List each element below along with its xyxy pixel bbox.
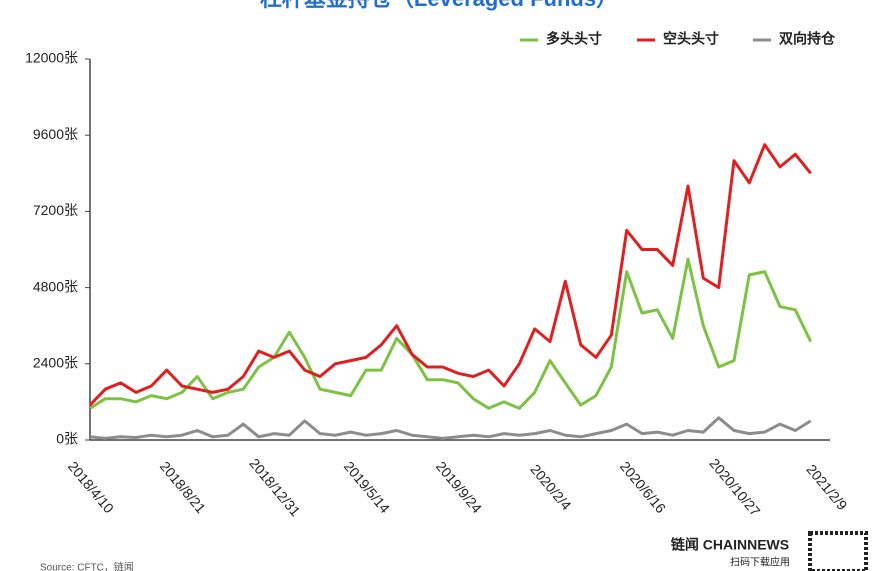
- y-tick-label: 12000张: [25, 50, 78, 66]
- x-tick-label: 2019/9/24: [433, 458, 485, 516]
- series-line: [89, 416, 812, 440]
- x-tick-label: 2020/10/27: [706, 455, 763, 519]
- source: Source: CFTC，链闻: [40, 561, 134, 571]
- qr-code: [808, 531, 868, 571]
- x-tick-label: 2018/8/21: [157, 458, 209, 516]
- series-line: [89, 257, 813, 410]
- y-tick-label: 0张: [56, 431, 78, 447]
- x-tick-label: 2018/12/31: [246, 455, 303, 519]
- legend-label: 双向持仓: [779, 31, 836, 47]
- y-tick-label: 2400张: [33, 355, 78, 371]
- legend-label: 多头头寸: [546, 31, 602, 47]
- chart-title: 杠杆基金持仓（Leveraged Funds）: [260, 0, 618, 11]
- x-tick-label: 2021/2/9: [803, 461, 850, 513]
- x-tick-label: 2020/6/16: [617, 458, 669, 516]
- y-tick-label: 7200张: [33, 202, 78, 218]
- y-tick-label: 4800张: [33, 278, 78, 294]
- x-tick-label: 2019/5/14: [341, 458, 393, 516]
- x-tick-label: 2018/4/10: [65, 458, 117, 516]
- legend-label: 空头头寸: [663, 31, 719, 47]
- y-tick-label: 9600张: [33, 126, 78, 142]
- brand: 链闻 CHAINNEWS: [671, 537, 789, 553]
- x-tick-label: 2020/2/4: [527, 461, 574, 513]
- brand-sub: 扫码下载应用: [730, 556, 790, 569]
- series-line: [88, 143, 812, 407]
